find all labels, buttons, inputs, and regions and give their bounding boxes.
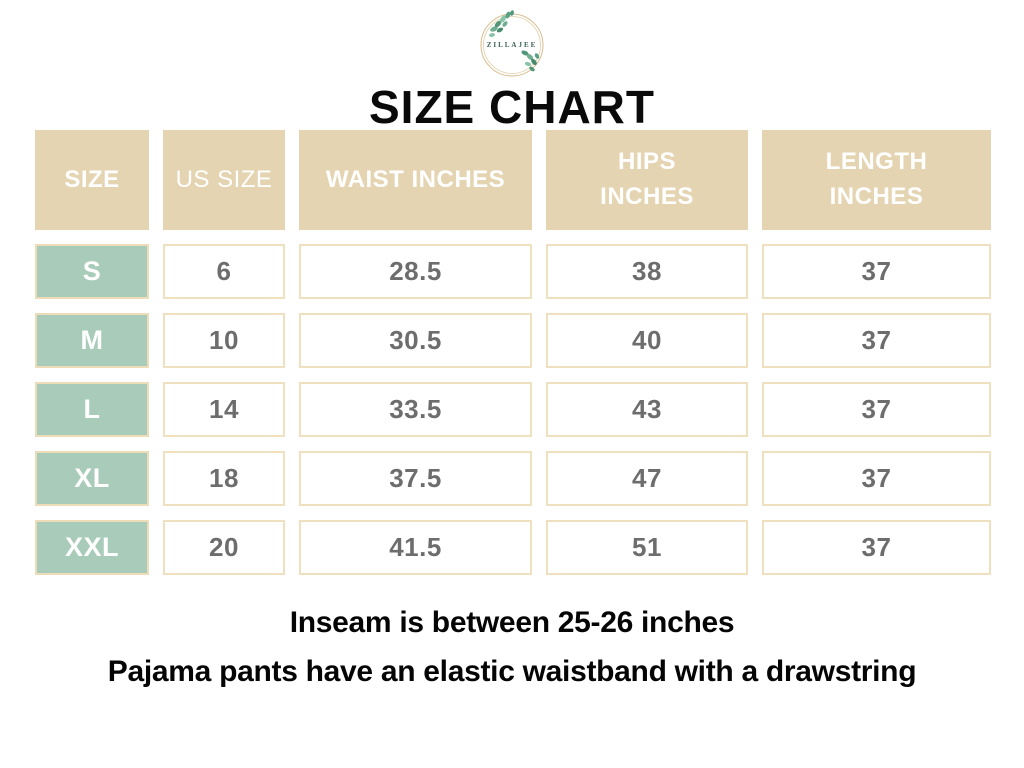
table-cell-hips: 40	[546, 313, 748, 368]
column-header-length: LENGTH INCHES	[762, 130, 991, 230]
size-table: SIZE US SIZE WAIST INCHES HIPS INCHES LE…	[35, 130, 991, 575]
column-header-label: SIZE	[64, 165, 120, 193]
table-cell-hips: 43	[546, 382, 748, 437]
size-label-cell: M	[35, 313, 149, 368]
table-cell-length: 37	[762, 313, 991, 368]
table-cell-us-size: 20	[163, 520, 285, 575]
brand-logo-graphic: ZILLAJEE	[480, 10, 544, 77]
table-cell-waist: 33.5	[299, 382, 532, 437]
table-cell-hips: 38	[546, 244, 748, 299]
size-label-cell: XL	[35, 451, 149, 506]
table-cell-waist: 30.5	[299, 313, 532, 368]
column-header-label: HIPS INCHES	[600, 148, 694, 210]
brand-name: ZILLAJEE	[487, 41, 538, 49]
table-cell-hips: 47	[546, 451, 748, 506]
table-cell-us-size: 6	[163, 244, 285, 299]
table-cell-waist: 41.5	[299, 520, 532, 575]
column-header-label: LENGTH INCHES	[825, 148, 928, 210]
note-waistband: Pajama pants have an elastic waistband w…	[107, 655, 917, 688]
table-cell-waist: 28.5	[299, 244, 532, 299]
leaf-cluster-bottom-right	[521, 50, 540, 72]
column-header-size: SIZE	[35, 130, 149, 230]
size-label-cell: S	[35, 244, 149, 299]
table-cell-length: 37	[762, 520, 991, 575]
brand-logo: ZILLAJEE	[472, 4, 552, 84]
size-label-cell: L	[35, 382, 149, 437]
column-header-hips: HIPS INCHES	[546, 130, 748, 230]
column-header-waist: WAIST INCHES	[299, 130, 532, 230]
table-cell-waist: 37.5	[299, 451, 532, 506]
table-cell-us-size: 18	[163, 451, 285, 506]
table-cell-length: 37	[762, 382, 991, 437]
column-header-label: WAIST INCHES	[325, 165, 506, 193]
size-label-cell: XXL	[35, 520, 149, 575]
table-cell-us-size: 10	[163, 313, 285, 368]
table-cell-length: 37	[762, 451, 991, 506]
table-cell-length: 37	[762, 244, 991, 299]
column-header-us-size: US SIZE	[163, 130, 285, 230]
table-cell-hips: 51	[546, 520, 748, 575]
page-title: SIZE CHART	[369, 81, 655, 133]
note-inseam: Inseam is between 25-26 inches	[289, 606, 735, 639]
leaf-cluster-top-left	[489, 10, 514, 37]
table-cell-us-size: 14	[163, 382, 285, 437]
column-header-label: US SIZE	[175, 165, 273, 193]
